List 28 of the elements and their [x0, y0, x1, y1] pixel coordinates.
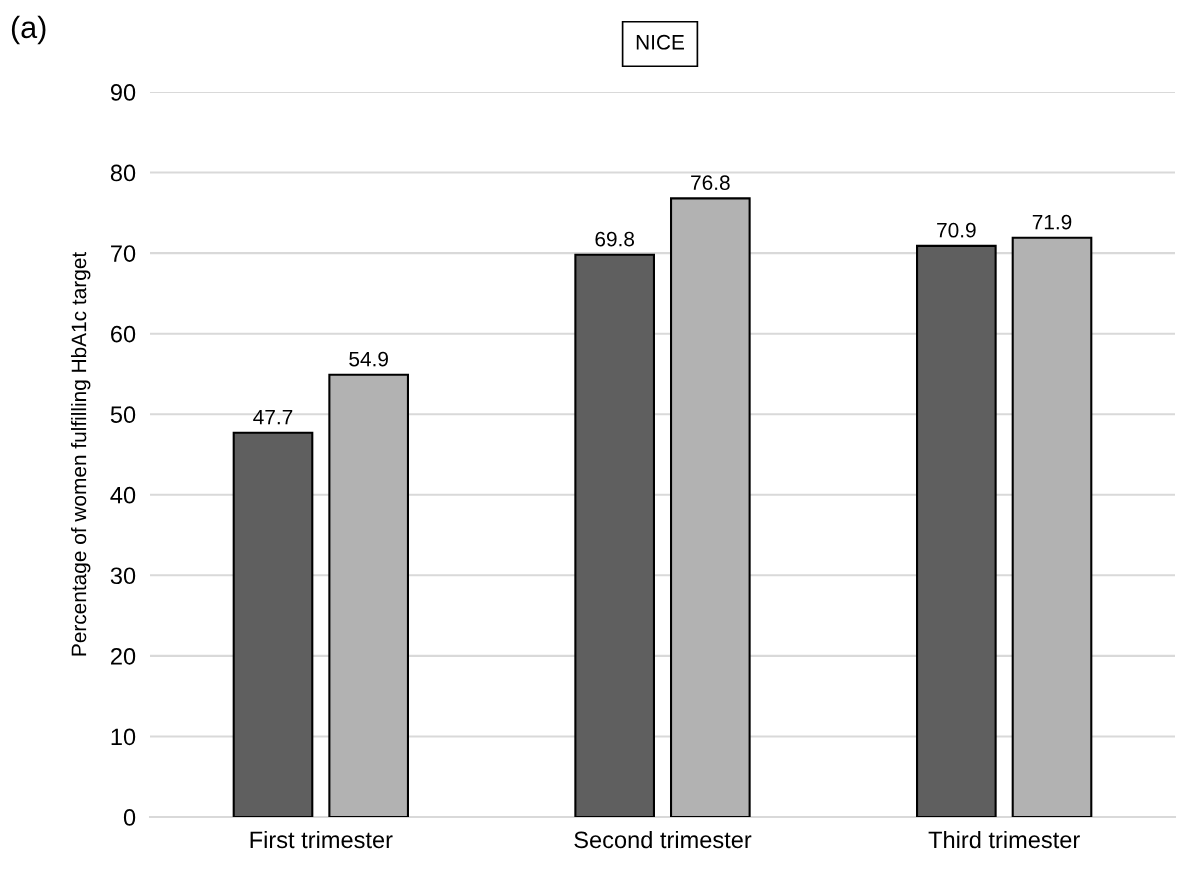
y-tick-label: 20	[111, 647, 136, 665]
x-tick-label: Third trimester	[928, 830, 1080, 849]
data-label: 70.9	[937, 222, 976, 238]
y-tick-label: 80	[110, 164, 136, 182]
y-tick-label: 0	[123, 809, 136, 826]
text: (a)	[11, 15, 46, 45]
y-tick-label: 90	[110, 84, 136, 101]
bar	[328, 373, 409, 817]
data-label: 54.9	[349, 351, 388, 367]
bar	[670, 197, 751, 817]
bar	[916, 244, 997, 817]
data-label: 76.8	[691, 175, 730, 191]
y-tick-label: 50	[110, 406, 136, 424]
bar	[232, 431, 314, 817]
bar	[574, 253, 655, 817]
chart-title: NICE	[636, 34, 684, 50]
x-tick-label: First trimester	[250, 830, 393, 849]
y-tick-label: 10	[111, 728, 136, 746]
y-tick-label: 40	[110, 486, 136, 504]
y-axis-title: Percentage of women fulfilling HbA1c target	[70, 251, 91, 656]
y-tick-label: 70	[111, 245, 136, 262]
bar	[1011, 236, 1093, 817]
data-label: 47.7	[253, 409, 293, 425]
x-tick-label: Second trimester	[574, 830, 752, 849]
y-tick-label: 60	[111, 325, 136, 343]
y-tick-label: 30	[110, 567, 136, 585]
data-label: 71.9	[1032, 214, 1072, 230]
data-label: 69.8	[595, 231, 635, 247]
